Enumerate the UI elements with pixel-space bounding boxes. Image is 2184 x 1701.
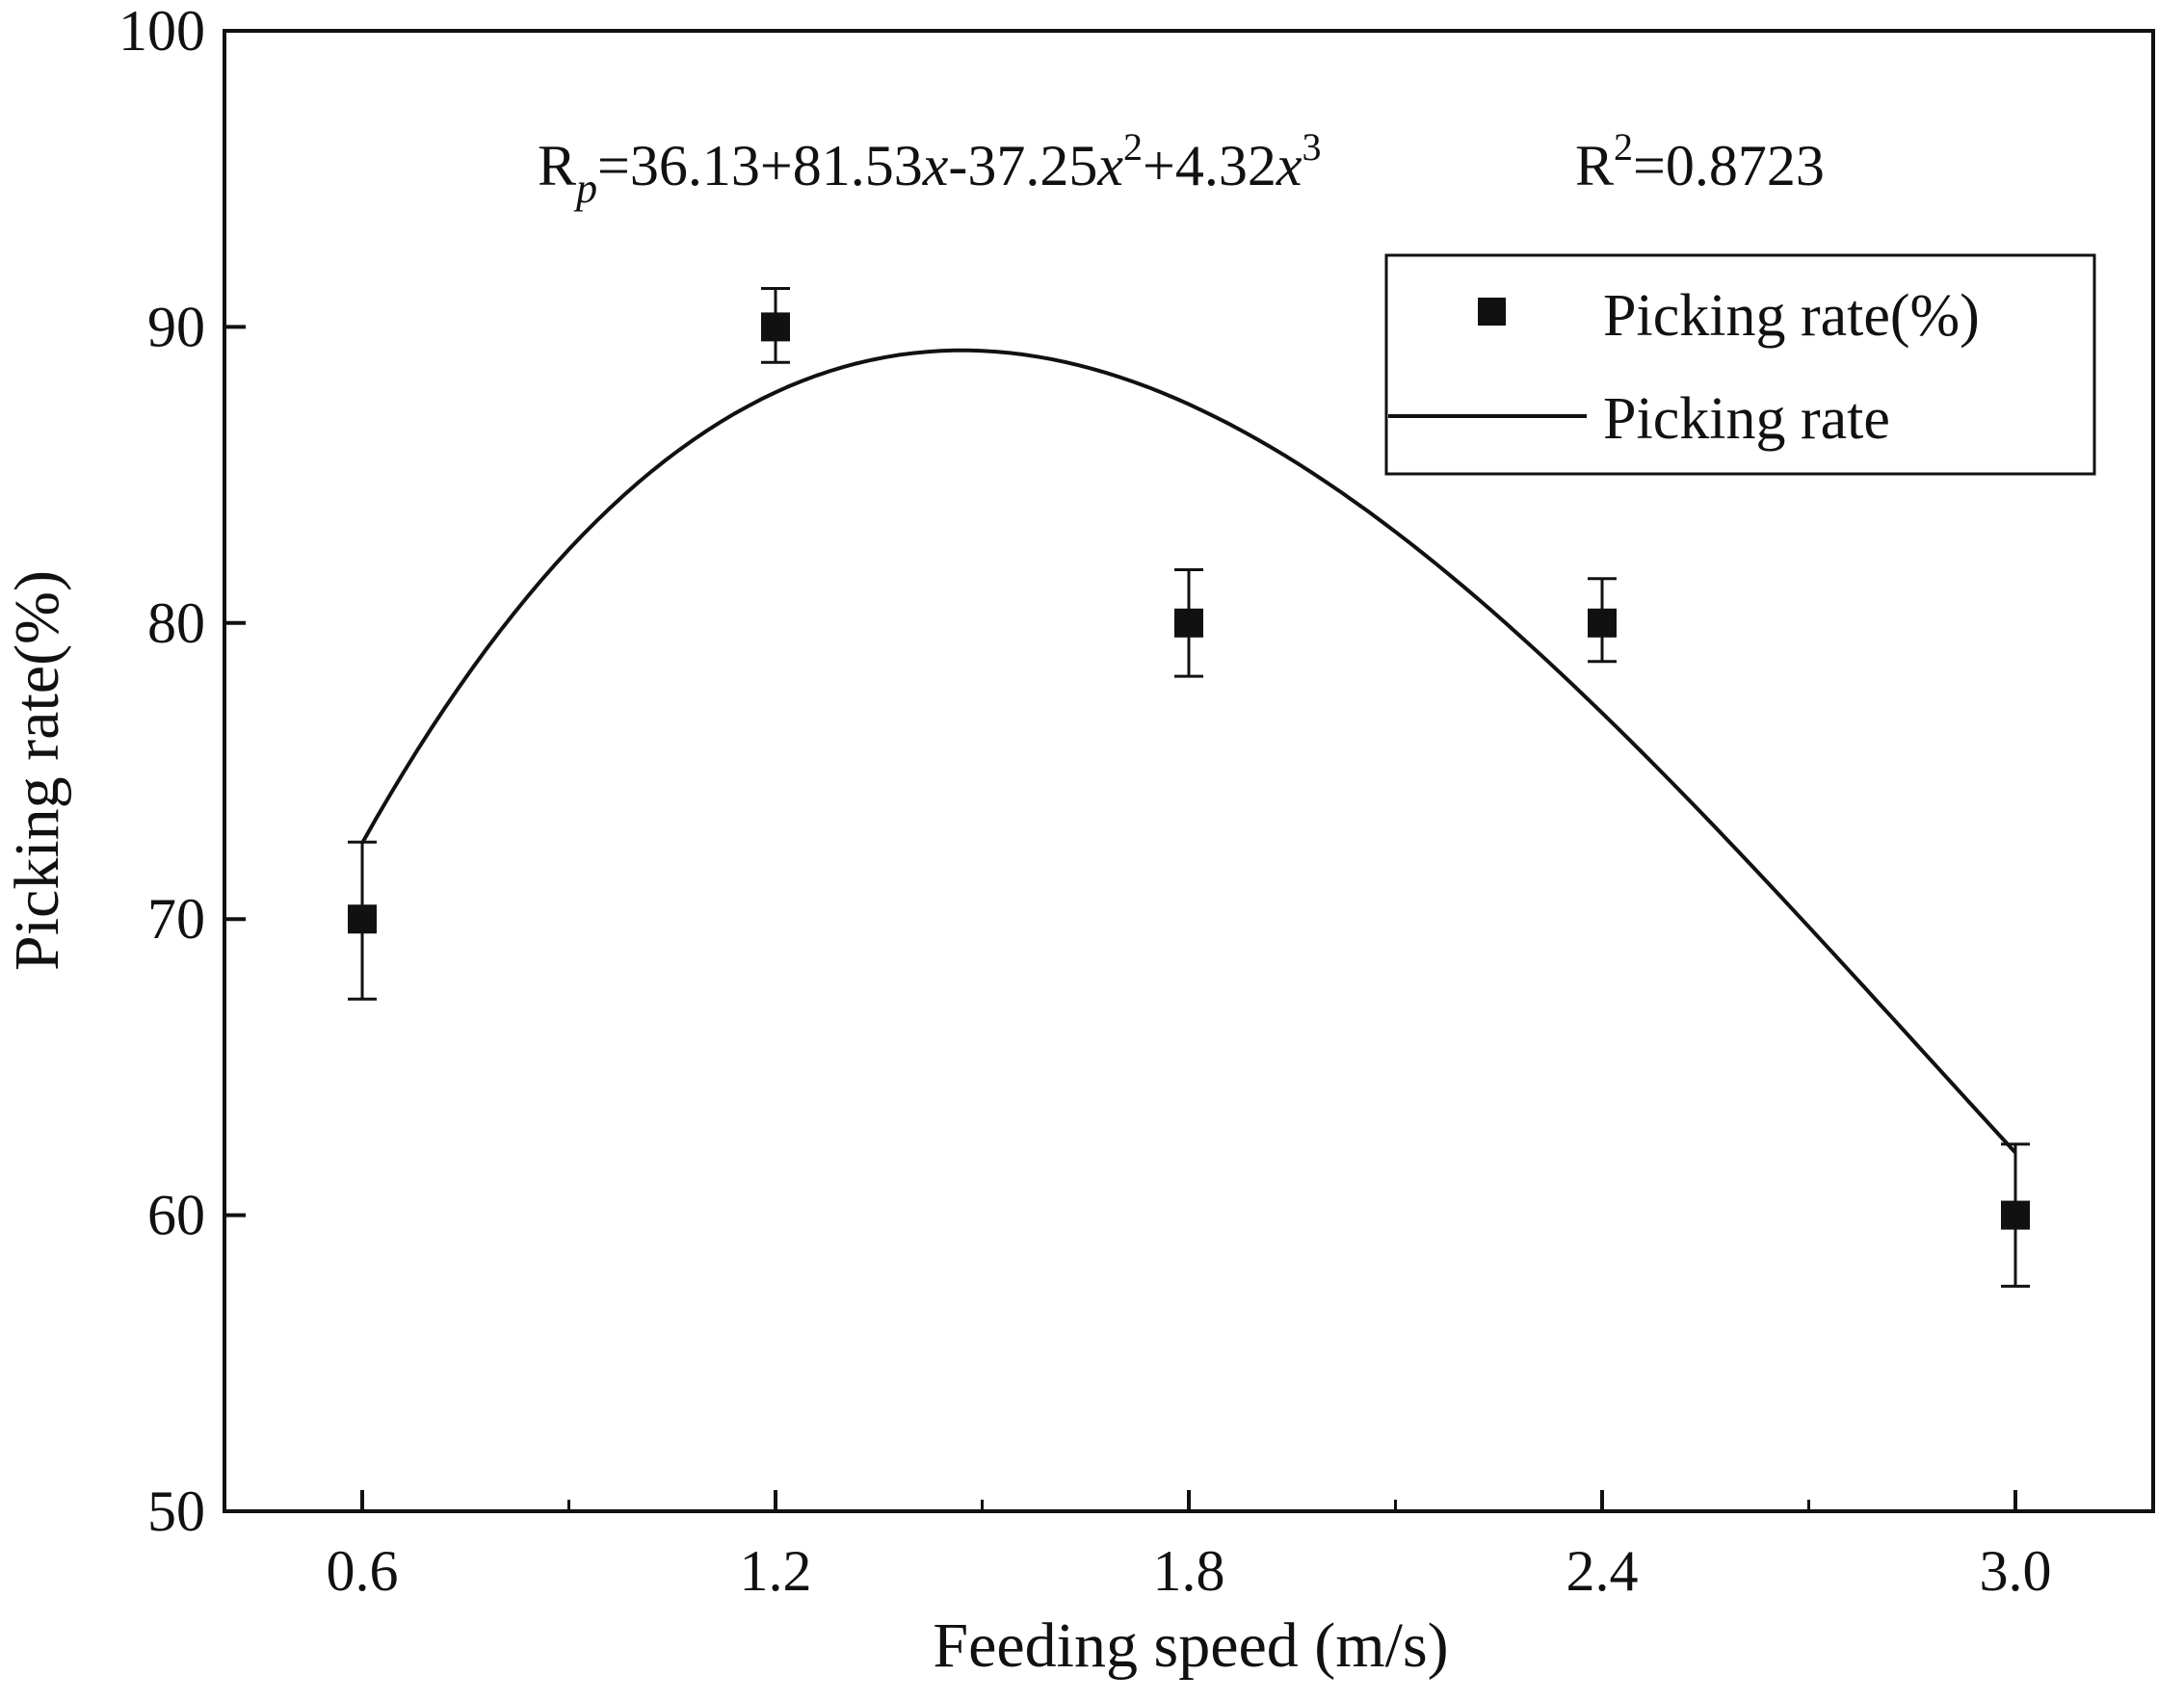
legend: Picking rate(%) Picking rate [1384, 253, 2096, 476]
x-axis-ticks: 0.6 1.2 1.8 2.4 3.0 [327, 1490, 2052, 1603]
r-squared-value: =0.8723 [1633, 134, 1825, 197]
data-points [348, 286, 2030, 1288]
y-tick-label: 70 [147, 887, 205, 951]
equation-var1: x [922, 134, 949, 197]
data-point-square [1588, 608, 1617, 638]
equation-part2: -37.25 [948, 134, 1097, 197]
data-point-square [2001, 1200, 2030, 1230]
equation-var3: x [1276, 134, 1303, 197]
fit-curve-line [360, 348, 2017, 1155]
equation-exp3: 3 [1302, 125, 1321, 169]
y-tick-label: 60 [147, 1184, 205, 1247]
x-tick-label: 1.2 [740, 1539, 812, 1603]
equation-lhs: R [538, 134, 576, 197]
r-squared: R2=0.8723 [1575, 125, 1825, 197]
legend-label-line: Picking rate [1603, 386, 1890, 452]
x-tick-label: 2.4 [1566, 1539, 1639, 1603]
y-axis-title: Picking rate(%) [2, 570, 72, 971]
equation-part1: =36.13+81.53 [597, 134, 923, 197]
x-tick-label: 0.6 [327, 1539, 399, 1603]
y-tick-label: 100 [118, 0, 205, 63]
plot-area-frame [223, 29, 2155, 1513]
fit-equation: Rp=36.13+81.53x-37.25x2+4.32x3 [538, 125, 1321, 212]
x-tick-label: 3.0 [1980, 1539, 2052, 1603]
y-tick-label: 50 [147, 1479, 205, 1543]
equation-var2: x [1096, 134, 1123, 197]
data-point-square [761, 312, 790, 342]
y-tick-label: 80 [147, 591, 205, 655]
legend-box [1384, 253, 2096, 476]
legend-marker-square [1478, 298, 1506, 326]
equation-exp2: 2 [1123, 125, 1143, 169]
y-axis-ticks: 50 60 70 80 90 100 [118, 0, 246, 1543]
data-point-square [348, 904, 377, 934]
legend-label-points: Picking rate(%) [1603, 283, 1980, 349]
y-tick-label: 90 [147, 295, 205, 358]
equation-part3: +4.32 [1143, 134, 1276, 197]
equation-lhs-subscript: p [573, 165, 597, 212]
x-axis-title: Feeding speed (m/s) [933, 1610, 1448, 1681]
r-squared-exp: 2 [1614, 125, 1633, 169]
r-squared-label: R [1575, 134, 1614, 197]
x-tick-label: 1.8 [1153, 1539, 1225, 1603]
data-point-square [1174, 608, 1203, 638]
